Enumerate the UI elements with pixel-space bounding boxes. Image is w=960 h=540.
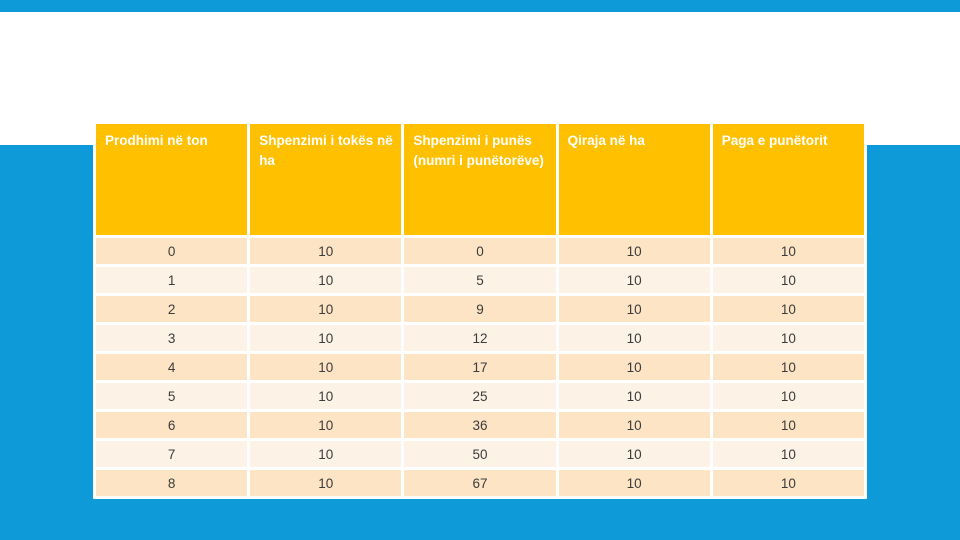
table-cell: 10 [558, 383, 710, 409]
table-cell: 10 [250, 470, 402, 496]
table-cell: 10 [712, 267, 864, 293]
table-row: 5 10 25 10 10 [96, 383, 864, 409]
table-row: 3 10 12 10 10 [96, 325, 864, 351]
table-row: 1 10 5 10 10 [96, 267, 864, 293]
table-cell: 10 [558, 441, 710, 467]
table-cell: 10 [712, 412, 864, 438]
table-cell: 0 [404, 238, 556, 264]
table-cell: 5 [96, 383, 248, 409]
data-table: Prodhimi në ton Shpenzimi i tokës në ha Sh… [93, 121, 867, 499]
table-cell: 10 [250, 412, 402, 438]
table-cell: 25 [404, 383, 556, 409]
table-row: 7 10 50 10 10 [96, 441, 864, 467]
column-header: Shpenzimi i punës (numri i punëtorëve) [404, 124, 556, 235]
table-cell: 10 [558, 470, 710, 496]
table-cell: 6 [96, 412, 248, 438]
table-cell: 10 [558, 354, 710, 380]
column-header: Prodhimi në ton [96, 124, 248, 235]
table-cell: 10 [558, 412, 710, 438]
table-cell: 7 [96, 441, 248, 467]
table-row: 0 10 0 10 10 [96, 238, 864, 264]
table-cell: 10 [250, 267, 402, 293]
table-cell: 10 [250, 383, 402, 409]
column-header: Shpenzimi i tokës në ha [250, 124, 402, 235]
table-cell: 50 [404, 441, 556, 467]
table-cell: 12 [404, 325, 556, 351]
table-cell: 10 [712, 238, 864, 264]
table-cell: 10 [250, 238, 402, 264]
table-cell: 10 [250, 441, 402, 467]
column-header: Qiraja në ha [558, 124, 710, 235]
table-cell: 10 [712, 354, 864, 380]
table-cell: 10 [558, 296, 710, 322]
table-cell: 10 [558, 238, 710, 264]
table-cell: 10 [712, 383, 864, 409]
table-cell: 10 [712, 296, 864, 322]
table-cell: 10 [250, 296, 402, 322]
table-row: 6 10 36 10 10 [96, 412, 864, 438]
table-cell: 10 [250, 354, 402, 380]
table-cell: 10 [712, 470, 864, 496]
table-cell: 17 [404, 354, 556, 380]
column-header: Paga e punëtorit [712, 124, 864, 235]
table-cell: 1 [96, 267, 248, 293]
table-cell: 10 [558, 267, 710, 293]
table-header: Prodhimi në ton Shpenzimi i tokës në ha Sh… [96, 124, 864, 235]
table-cell: 8 [96, 470, 248, 496]
table-cell: 3 [96, 325, 248, 351]
table-cell: 67 [404, 470, 556, 496]
table-cell: 2 [96, 296, 248, 322]
table-row: 8 10 67 10 10 [96, 470, 864, 496]
table-body: 0 10 0 10 10 1 10 5 10 10 2 10 9 10 10 3 10 12 10 10 4 10 17 10… [96, 238, 864, 496]
table-cell: 10 [250, 325, 402, 351]
table-row: 2 10 9 10 10 [96, 296, 864, 322]
table-cell: 0 [96, 238, 248, 264]
table-row: 4 10 17 10 10 [96, 354, 864, 380]
table-cell: 5 [404, 267, 556, 293]
header-row: Prodhimi në ton Shpenzimi i tokës në ha Sh… [96, 124, 864, 235]
table-cell: 10 [712, 325, 864, 351]
table-cell: 10 [712, 441, 864, 467]
table-cell: 36 [404, 412, 556, 438]
table-cell: 4 [96, 354, 248, 380]
table-cell: 10 [558, 325, 710, 351]
table-cell: 9 [404, 296, 556, 322]
